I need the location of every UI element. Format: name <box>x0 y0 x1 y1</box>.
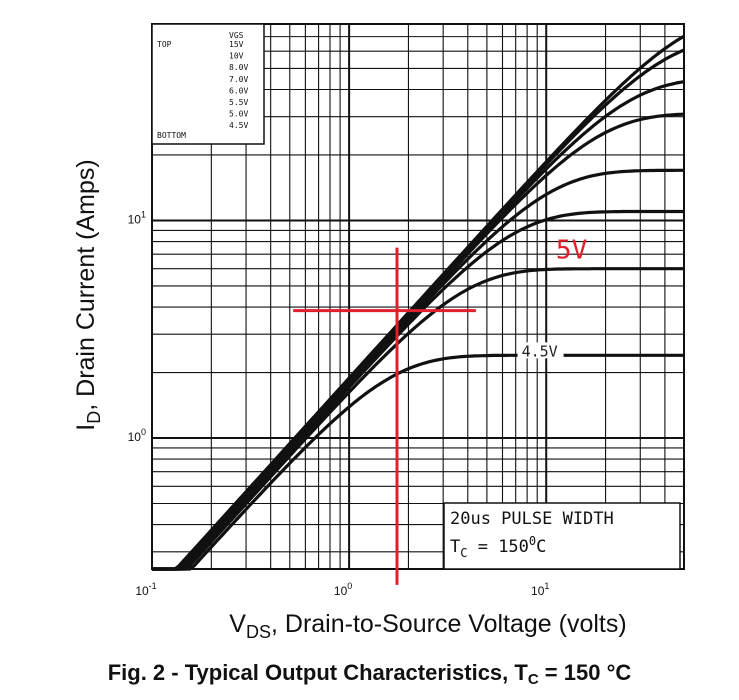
caption-sub: C <box>527 671 539 688</box>
legend-box <box>151 23 265 145</box>
legend-entry: 4.5V <box>229 121 248 130</box>
legend-entry: 6.0V <box>229 86 248 95</box>
legend-entry: 8.0V <box>229 63 248 72</box>
curves: 4.5V <box>152 34 685 571</box>
legend-bottom-label: BOTTOM <box>157 131 186 140</box>
y-axis-title: ID, Drain Current (Amps) <box>72 159 104 430</box>
caption-main: Fig. 2 - Typical Output Characteristics,… <box>107 660 528 685</box>
legend-entries: 15V 10V 8.0V 7.0V 6.0V 5.5V 5.0V 4.5V <box>229 40 248 130</box>
case-temp-text: TC = 1500C <box>450 534 546 560</box>
legend-entry: 7.0V <box>229 75 248 84</box>
curve-5-0v <box>152 267 684 571</box>
figure-caption: Fig. 2 - Typical Output Characteristics,… <box>0 660 739 688</box>
overlay-label-5v: 5V <box>556 235 587 265</box>
curve-label-bg <box>517 342 564 359</box>
y-tick-label: 101 <box>128 209 146 226</box>
legend-top-label: TOP <box>157 40 172 49</box>
x-tick-label: 101 <box>531 581 549 598</box>
pulse-note-box <box>443 502 681 570</box>
pulse-note: 20us PULSE WIDTH TC = 1500C <box>443 502 681 570</box>
y-tick-label: 100 <box>128 427 146 444</box>
red-overlay: 5V <box>293 235 587 585</box>
curve-5-5v <box>152 209 684 571</box>
legend-entry: 10V <box>229 52 244 61</box>
plot-frame <box>151 23 685 570</box>
tick-labels: 10-1 100 101 100 101 <box>128 209 550 598</box>
curve-4-5v <box>152 353 684 571</box>
caption-tail: = 150 °C <box>538 660 632 685</box>
legend-header: VGS <box>229 31 244 40</box>
curve-label: 4.5V <box>522 342 558 360</box>
curve-7-0v <box>152 112 685 571</box>
x-tick-label: 100 <box>334 581 352 598</box>
x-tick-label: 10-1 <box>135 581 156 598</box>
pulse-width-text: 20us PULSE WIDTH <box>450 509 614 529</box>
legend-entry: 15V <box>229 40 244 49</box>
legend: TOP BOTTOM VGS 15V 10V 8.0V 7.0V 6.0V 5.5V 5.0… <box>151 23 265 145</box>
x-axis-title: VDS, Drain-to-Source Voltage (volts) <box>229 610 626 642</box>
legend-entry: 5.0V <box>229 110 248 119</box>
legend-entry: 5.5V <box>229 98 248 107</box>
